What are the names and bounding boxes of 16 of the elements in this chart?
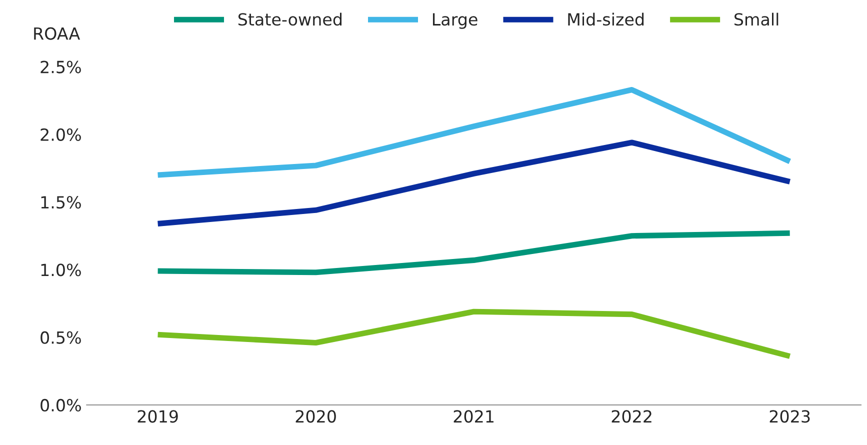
x-tick-label: 2023: [770, 410, 810, 423]
y-axis-title: ROAA: [34, 27, 80, 40]
x-tick-label: 2020: [296, 410, 336, 423]
legend-label: Small: [734, 12, 778, 26]
y-tick-label: 2.5%: [40, 60, 81, 74]
y-tick-label: 1.0%: [41, 264, 81, 276]
x-tick-label: 2021: [454, 410, 494, 423]
y-tick-label: 0.0%: [40, 398, 81, 412]
legend-label: Mid-sized: [568, 12, 644, 26]
x-tick-label: 2019: [138, 410, 178, 423]
y-tick-label: 2.0%: [40, 128, 81, 141]
legend-label: State-owned: [238, 12, 342, 26]
legend-label: Large: [432, 13, 478, 29]
x-tick-label: 2022: [612, 410, 652, 423]
y-tick-label: 0.5%: [40, 331, 81, 344]
y-tick-label: 1.5%: [41, 196, 81, 209]
